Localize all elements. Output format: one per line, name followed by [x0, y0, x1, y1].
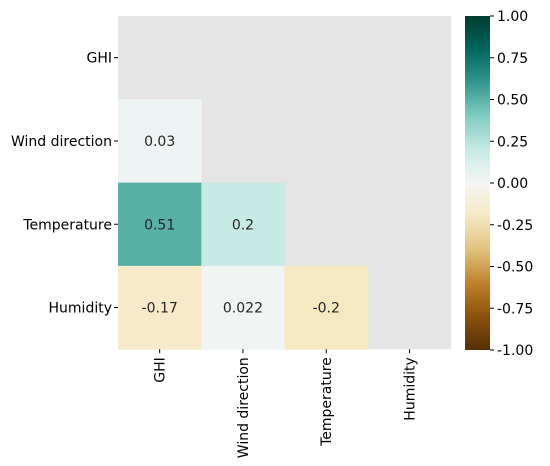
x-tick-label-wind-direction: Wind direction [236, 357, 252, 458]
y-tick-label-humidity: Humidity [49, 301, 112, 317]
cell-value-temperature-ghi: 0.51 [144, 217, 175, 233]
cell-value-temperature-wind-direction: 0.2 [232, 217, 254, 233]
heatmap-cell-humidity-temperature [284, 265, 369, 350]
colorbar-tick-label: -1.00 [497, 343, 533, 359]
heatmap-cell-temperature-wind-direction [201, 182, 286, 267]
colorbar-tick-label: 1.00 [497, 9, 528, 25]
x-axis: GHI Wind direction Temperature Humidity [153, 349, 419, 458]
cell-value-wind-direction-ghi: 0.03 [144, 134, 175, 150]
x-tick-label-temperature: Temperature [319, 357, 335, 447]
heatmap-cell-humidity-ghi [118, 265, 202, 350]
cell-value-humidity-wind-direction: 0.022 [223, 301, 263, 317]
colorbar-tick-label: 0.75 [497, 51, 528, 67]
colorbar-bar [465, 16, 490, 350]
colorbar-tick-label: -0.50 [497, 260, 533, 276]
y-tick-label-wind-direction: Wind direction [11, 134, 112, 150]
colorbar: 1.00 0.75 0.50 0.25 0.00 -0.25 -0.50 -0.75 -1.00 [465, 9, 533, 359]
y-axis: GHI Wind direction Temperature Humidity [11, 51, 118, 317]
heatmap-cell-humidity-wind-direction [201, 265, 286, 350]
colorbar-tick-label: -0.75 [497, 301, 533, 317]
cell-value-labels: 0.03 0.51 0.2 -0.17 0.022 -0.2 [142, 134, 340, 317]
y-tick-label-ghi: GHI [86, 51, 112, 67]
x-tick-label-humidity: Humidity [403, 357, 419, 420]
cell-value-humidity-temperature: -0.2 [313, 301, 340, 317]
y-tick-label-temperature: Temperature [22, 217, 112, 233]
colorbar-tick-label: 0.50 [497, 93, 528, 109]
colorbar-tick-label: -0.25 [497, 218, 533, 234]
heatmap-cells [118, 99, 369, 350]
x-tick-label-ghi: GHI [153, 357, 169, 383]
heatmap-cell-temperature-ghi [118, 182, 202, 267]
colorbar-tick-label: 0.25 [497, 134, 528, 150]
cell-value-humidity-ghi: -0.17 [142, 301, 178, 317]
heatmap-cell-wind-direction-ghi [118, 99, 202, 184]
colorbar-tick-label: 0.00 [497, 176, 528, 192]
